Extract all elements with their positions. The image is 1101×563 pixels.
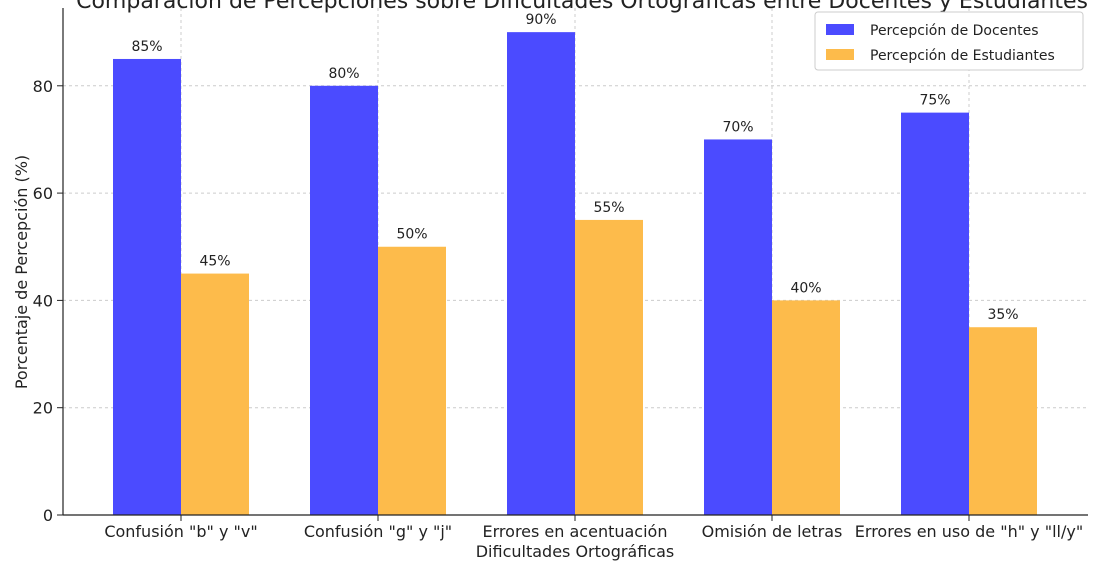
data-label-docentes: 90% [525,12,556,28]
bar-docentes [901,113,969,515]
bar-docentes [310,86,378,515]
legend-swatch-estudiantes [826,49,854,60]
y-tick-label: 20 [33,399,53,418]
bars [113,32,1037,515]
x-tick-label: Omisión de letras [702,522,843,541]
data-label-docentes: 70% [722,119,753,135]
data-label-estudiantes: 40% [790,280,821,296]
data-label-docentes: 85% [131,39,162,55]
data-label-estudiantes: 45% [199,254,230,270]
y-tick-label: 40 [33,291,53,310]
legend: Percepción de Docentes Percepción de Est… [815,12,1083,70]
data-label-docentes: 80% [328,66,359,82]
bar-docentes [704,139,772,515]
bar-estudiantes [378,247,446,515]
legend-swatch-docentes [826,24,854,35]
x-axis-label: Dificultades Ortográficas [476,542,675,561]
legend-label-docentes: Percepción de Docentes [870,23,1039,39]
y-axis-label: Porcentaje de Percepción (%) [12,155,31,389]
data-label-estudiantes: 50% [396,227,427,243]
data-label-estudiantes: 35% [987,307,1018,323]
bar-estudiantes [969,327,1037,515]
y-tick-label: 60 [33,184,53,203]
x-tick-label: Errores en acentuación [483,522,668,541]
data-label-estudiantes: 55% [593,200,624,216]
legend-label-estudiantes: Percepción de Estudiantes [870,48,1055,64]
bar-estudiantes [575,220,643,515]
bar-docentes [113,59,181,515]
bar-estudiantes [772,300,840,515]
data-label-docentes: 75% [919,93,950,109]
x-tick-label: Confusión "b" y "v" [104,522,257,541]
bar-estudiantes [181,274,249,515]
y-tick-label: 0 [43,506,53,525]
x-tick-label: Confusión "g" y "j" [304,522,452,541]
x-tick-label: Errores en uso de "h" y "ll/y" [855,522,1083,541]
y-tick-label: 80 [33,77,53,96]
bar-docentes [507,32,575,515]
